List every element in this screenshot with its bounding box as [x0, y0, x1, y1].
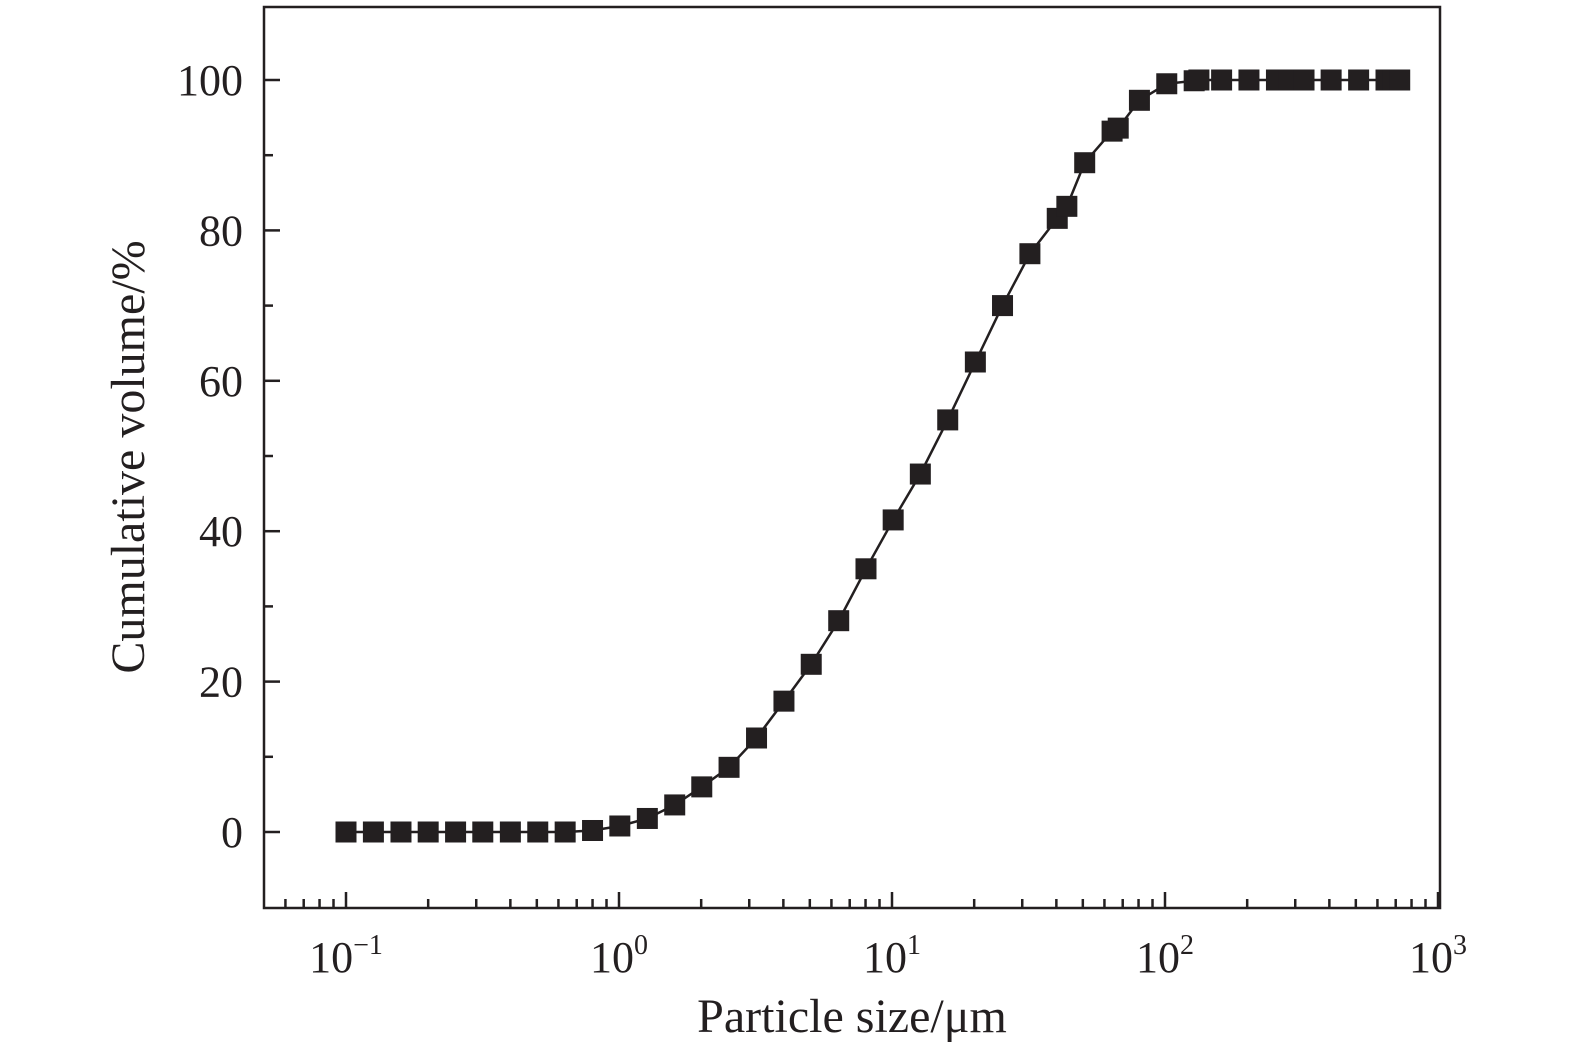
y-tick-label: 20	[199, 658, 243, 707]
series-line	[346, 78, 1400, 834]
data-point	[964, 351, 986, 373]
data-point	[1156, 73, 1178, 95]
data-point	[1320, 69, 1342, 91]
data-point	[527, 821, 549, 843]
y-tick-label: 0	[221, 808, 243, 857]
data-point	[472, 821, 494, 843]
data-point	[554, 821, 576, 843]
data-point	[855, 558, 877, 580]
data-point	[1128, 89, 1150, 111]
data-point	[582, 819, 604, 841]
data-point	[1019, 243, 1041, 265]
data-point	[882, 509, 904, 531]
x-tick-label: 102	[1136, 930, 1194, 982]
data-point	[909, 463, 931, 485]
data-point	[362, 821, 384, 843]
x-axis-tick-labels: 10−1 100 101 102 103	[309, 930, 1467, 982]
data-point	[718, 756, 740, 778]
plot-frame	[262, 5, 1442, 910]
y-axis-ticks	[264, 78, 280, 834]
data-point	[499, 821, 521, 843]
y-tick-label: 80	[199, 206, 243, 255]
y-tick-label: 100	[177, 56, 243, 105]
data-markers	[335, 69, 1411, 843]
x-tick-label: 101	[863, 930, 921, 982]
data-point	[1188, 69, 1210, 91]
y-axis-title: Cumulative volume/%	[102, 240, 155, 673]
data-point	[335, 821, 357, 843]
data-point	[1348, 69, 1370, 91]
x-axis-title: Particle size/μm	[697, 990, 1007, 1043]
data-point	[746, 727, 768, 749]
data-point	[390, 821, 412, 843]
data-point	[1056, 195, 1078, 217]
y-axis-tick-labels: 0 20 40 60 80 100	[177, 56, 243, 857]
data-point	[800, 653, 822, 675]
x-tick-label: 100	[590, 930, 648, 982]
data-point	[636, 807, 658, 829]
data-point	[828, 610, 850, 632]
x-tick-label: 10−1	[309, 930, 383, 982]
data-point	[417, 821, 439, 843]
data-point	[992, 295, 1014, 317]
data-point	[1238, 69, 1260, 91]
y-tick-label: 60	[199, 357, 243, 406]
data-point	[937, 409, 959, 431]
y-tick-label: 40	[199, 507, 243, 556]
x-axis-ticks	[284, 892, 1440, 908]
x-tick-label: 103	[1409, 930, 1467, 982]
data-point	[609, 815, 631, 837]
data-point	[1074, 152, 1096, 174]
data-point	[1107, 117, 1129, 139]
data-point	[445, 821, 467, 843]
data-point	[1211, 69, 1233, 91]
data-point	[664, 794, 686, 816]
data-point	[1293, 69, 1315, 91]
data-point	[773, 690, 795, 712]
data-point	[691, 776, 713, 798]
data-point	[1389, 69, 1411, 91]
